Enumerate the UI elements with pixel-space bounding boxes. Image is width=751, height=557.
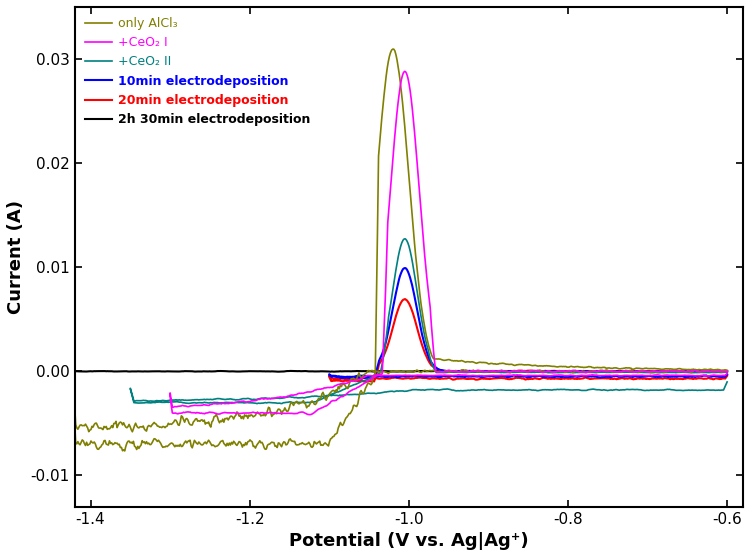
Legend: only AlCl₃, +CeO₂ I, +CeO₂ II, 10min electrodeposition, 20min electrodeposition,: only AlCl₃, +CeO₂ I, +CeO₂ II, 10min ele… — [81, 13, 315, 130]
Y-axis label: Current (A): Current (A) — [7, 200, 25, 314]
X-axis label: Potential (V vs. Ag|Ag⁺): Potential (V vs. Ag|Ag⁺) — [289, 532, 529, 550]
